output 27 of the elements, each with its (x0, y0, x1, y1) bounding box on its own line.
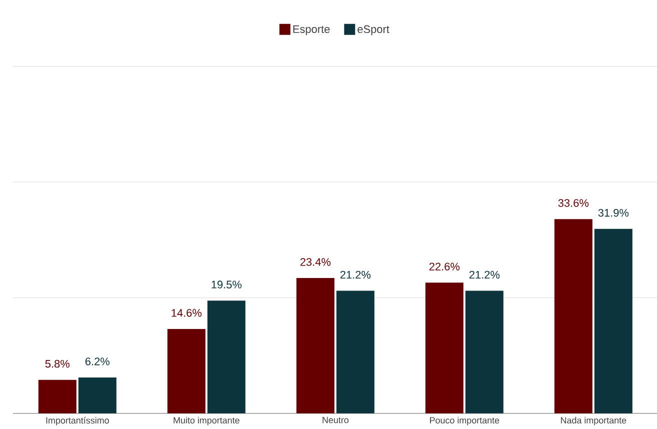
bar (78, 378, 116, 414)
data-label: 23.4% (300, 258, 331, 266)
legend-label: eSport (358, 25, 390, 36)
bar (296, 278, 334, 414)
bar (38, 380, 76, 414)
bar (167, 328, 206, 414)
data-label: 21.2% (469, 270, 500, 279)
x-tick-label: Neutro (322, 416, 348, 424)
data-label: 33.6% (558, 199, 589, 207)
data-label: 14.6% (172, 309, 202, 317)
bar (336, 290, 374, 414)
data-label: 5.8% (45, 360, 70, 368)
data-label: 21.2% (340, 270, 371, 279)
bar (594, 228, 632, 414)
bar (207, 300, 246, 414)
bar (425, 282, 464, 414)
x-tick-label: Importantíssimo (46, 416, 109, 426)
legend-label: Esporte (293, 25, 330, 36)
data-label: 6.2% (85, 358, 110, 366)
bar (554, 219, 592, 414)
x-tick-label: Nada importante (561, 416, 626, 426)
x-tick-label: Muito importante (174, 416, 240, 426)
data-label: 19.5% (212, 280, 242, 288)
data-label: 22.6% (429, 262, 460, 270)
bar (465, 290, 504, 414)
data-label: 31.9% (598, 208, 629, 217)
x-tick-label: Pouco importante (430, 416, 500, 426)
